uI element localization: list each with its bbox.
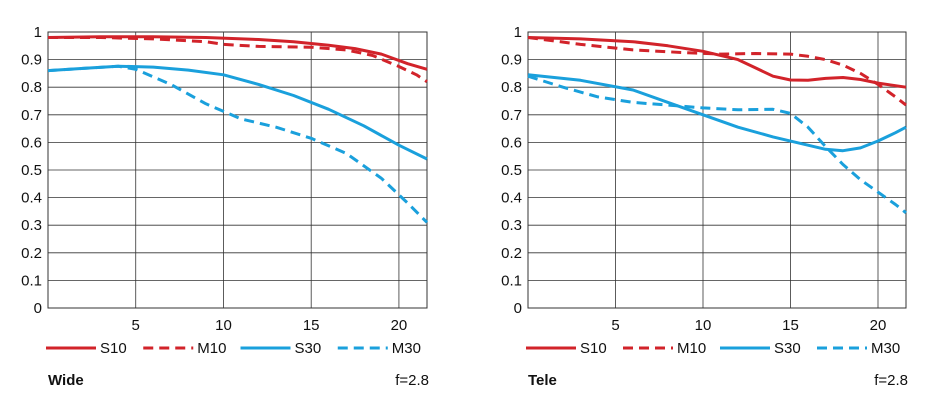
tele-plot-frame [527, 31, 907, 309]
tele-ytick-label: 0 [514, 300, 522, 317]
tele-legend-label-m30: M30 [871, 340, 900, 357]
tele-ytick-label: 0.4 [501, 190, 522, 207]
tele-ytick-label: 0.6 [501, 134, 522, 151]
tele-ytick-label: 0.7 [501, 107, 522, 124]
wide-ytick-label: 0.1 [21, 272, 42, 289]
wide-legend-label-s30: S30 [295, 340, 322, 357]
wide-xtick-label: 10 [215, 317, 232, 334]
wide-aperture-label: f=2.8 [395, 372, 429, 389]
tele-series-s30 [527, 73, 907, 153]
wide-legend-label-s10: S10 [100, 340, 127, 357]
tele-ytick-label: 0.9 [501, 52, 522, 69]
tele-series-s10 [527, 36, 907, 89]
wide-ytick-label: 1 [34, 24, 42, 41]
wide-legend-label-m10: M10 [197, 340, 226, 357]
tele-legend-label-m10: M10 [677, 340, 706, 357]
wide-series-s10 [47, 35, 428, 71]
wide-ytick-label: 0.9 [21, 52, 42, 69]
wide-ytick-label: 0.6 [21, 134, 42, 151]
wide-ytick-label: 0.5 [21, 162, 42, 179]
wide-series-m10 [48, 36, 428, 83]
tele-legend-label-s10: S10 [580, 340, 607, 357]
wide-ytick-label: 0.7 [21, 107, 42, 124]
tele-ytick-label: 0.2 [501, 245, 522, 262]
wide-panel-label: Wide [48, 372, 84, 389]
wide-xtick-label: 5 [132, 317, 140, 334]
tele-xtick-label: 5 [611, 317, 619, 334]
wide-series-s30 [47, 64, 428, 161]
wide-legend-label-m30: M30 [392, 340, 421, 357]
tele-xtick-label: 20 [870, 317, 887, 334]
tele-xtick-label: 15 [782, 317, 799, 334]
tele-ytick-label: 0.8 [501, 79, 522, 96]
wide-ytick-label: 0.8 [21, 79, 42, 96]
tele-ytick-label: 0.1 [501, 272, 522, 289]
tele-panel-label: Tele [528, 372, 557, 389]
tele-aperture-label: f=2.8 [874, 372, 908, 389]
wide-plot-frame [47, 31, 428, 309]
wide-ytick-label: 0 [34, 300, 42, 317]
tele-xtick-label: 10 [695, 317, 712, 334]
wide-xtick-label: 20 [391, 317, 408, 334]
wide-ytick-label: 0.2 [21, 245, 42, 262]
wide-ytick-label: 0.3 [21, 217, 42, 234]
tele-series-m10 [527, 36, 907, 107]
tele-ytick-label: 1 [514, 24, 522, 41]
tele-ytick-label: 0.5 [501, 162, 522, 179]
tele-ytick-label: 0.3 [501, 217, 522, 234]
tele-legend-label-s30: S30 [774, 340, 801, 357]
wide-xtick-label: 15 [303, 317, 320, 334]
tele-series-m30 [527, 74, 907, 214]
wide-series-m30 [47, 64, 429, 224]
wide-ytick-label: 0.4 [21, 190, 42, 207]
